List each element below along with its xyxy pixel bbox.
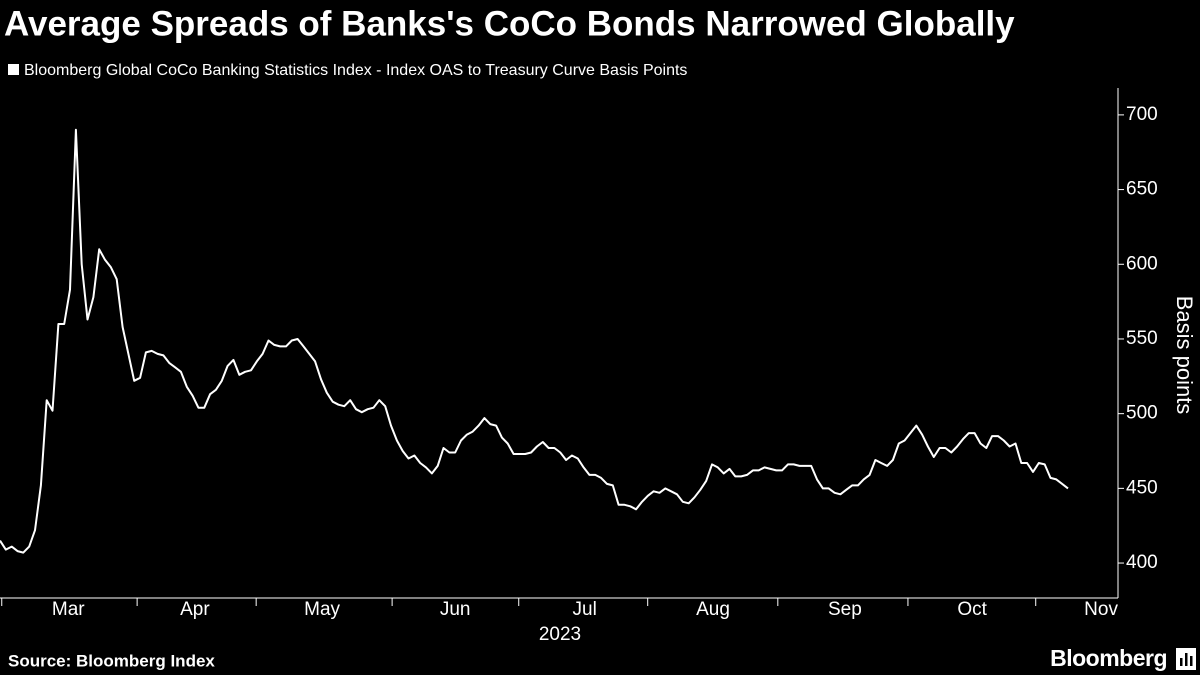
y-tick-label: 700 — [1126, 104, 1158, 125]
x-tick-label: Apr — [180, 599, 210, 620]
x-sublabel: 2023 — [539, 624, 581, 645]
chart-title: Average Spreads of Banks's CoCo Bonds Na… — [4, 4, 1015, 43]
y-tick-label: 500 — [1126, 403, 1158, 424]
y-tick-label: 600 — [1126, 253, 1158, 274]
brand: Bloomberg — [1050, 645, 1167, 671]
source: Source: Bloomberg Index — [8, 651, 215, 670]
y-tick-label: 450 — [1126, 477, 1158, 498]
x-tick-label: Nov — [1084, 599, 1118, 620]
brand-icon — [1176, 648, 1196, 670]
x-tick-label: Jul — [573, 599, 597, 620]
x-tick-label: Aug — [696, 599, 730, 620]
x-tick-label: Oct — [957, 599, 987, 620]
line — [0, 128, 1069, 554]
legend-swatch — [8, 64, 19, 75]
x-tick-label: May — [304, 599, 340, 620]
legend-label: Bloomberg Global CoCo Banking Statistics… — [24, 62, 687, 79]
y-tick-label: 400 — [1126, 552, 1158, 573]
y-axis-label: Basis points — [1172, 296, 1197, 415]
y-tick-label: 550 — [1126, 328, 1158, 349]
x-tick-label: Sep — [828, 599, 862, 620]
x-tick-label: Jun — [440, 599, 471, 620]
x-tick-label: Mar — [52, 599, 85, 620]
y-tick-label: 650 — [1126, 179, 1158, 200]
